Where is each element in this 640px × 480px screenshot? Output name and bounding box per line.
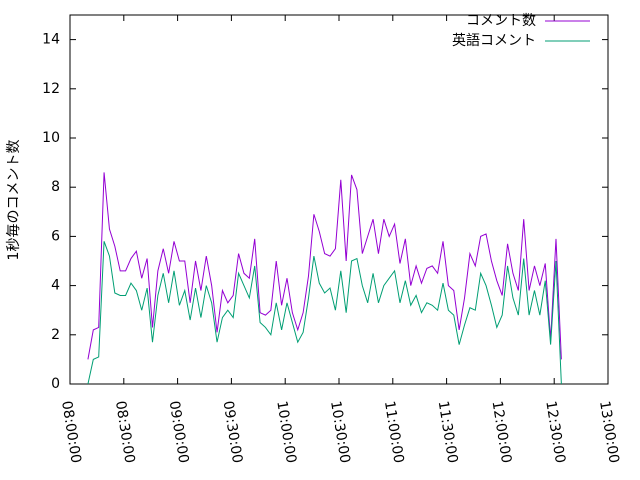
x-tick-label: 08:30:00 — [112, 400, 138, 465]
y-tick-label: 4 — [51, 278, 60, 294]
x-tick-label: 11:00:00 — [381, 400, 407, 465]
y-tick-label: 14 — [42, 32, 60, 48]
y-axis-label: 1秒毎のコメント数 — [6, 140, 22, 261]
x-tick-label: 09:30:00 — [219, 400, 245, 465]
x-tick-label: 13:00:00 — [596, 400, 622, 465]
legend-label: コメント数 — [466, 13, 536, 29]
y-tick-label: 10 — [42, 130, 60, 146]
y-tick-label: 6 — [51, 228, 60, 244]
x-tick-label: 09:00:00 — [166, 400, 192, 465]
x-tick-label: 10:00:00 — [273, 400, 299, 465]
data-line — [87, 241, 562, 385]
x-tick-label: 12:00:00 — [488, 400, 514, 465]
x-tick-label: 11:30:00 — [435, 400, 461, 465]
x-tick-label: 10:30:00 — [327, 400, 353, 465]
x-tick-label: 08:00:00 — [58, 400, 84, 465]
y-tick-label: 12 — [42, 81, 60, 97]
y-tick-label: 2 — [51, 327, 60, 343]
data-line — [87, 172, 562, 360]
y-tick-label: 0 — [51, 376, 60, 392]
y-tick-label: 8 — [51, 179, 60, 195]
x-tick-label: 12:30:00 — [542, 400, 568, 465]
legend-label: 英語コメント — [452, 32, 536, 49]
